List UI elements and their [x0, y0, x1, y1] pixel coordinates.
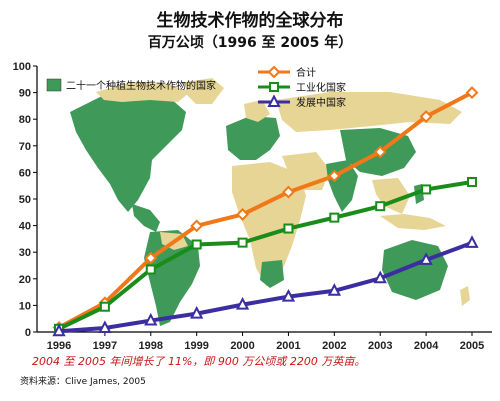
data-point [235, 296, 250, 310]
data-point [373, 145, 387, 159]
series-2 [54, 176, 477, 334]
source-text: 资料来源：Clive James, 2005 [20, 375, 146, 387]
map-new-zealand [460, 286, 470, 306]
data-point [283, 223, 294, 234]
map-legend-label: 二十一个种植生物技术作物的国家 [66, 79, 216, 92]
annotation-text: 2004 至 2005 年间增长了 11%，即 900 万公顷或 2200 万英… [32, 355, 365, 368]
x-tick-label: 2003 [368, 340, 392, 352]
series-layer [52, 86, 479, 337]
map-indonesia [380, 214, 446, 230]
x-tick-label: 2001 [276, 340, 300, 352]
data-point [191, 239, 202, 250]
data-point [373, 270, 387, 284]
series-line [58, 90, 473, 330]
legend-item: 合计 [258, 65, 316, 79]
x-tick-label: 2002 [322, 340, 346, 352]
y-tick-label: 80 [19, 114, 31, 126]
map-greenland [186, 78, 224, 104]
x-tick-label: 2004 [414, 340, 439, 352]
map-central-america [132, 204, 160, 232]
data-point [144, 312, 158, 326]
x-tick-label: 1996 [47, 340, 71, 352]
map-scandinavia [244, 100, 270, 122]
data-point [421, 184, 432, 195]
y-tick-label: 40 [19, 221, 31, 233]
map-australia [382, 240, 448, 300]
map-south-africa [260, 260, 284, 288]
data-point [329, 212, 340, 223]
x-tick-label: 1998 [139, 340, 163, 352]
series-3 [52, 235, 479, 337]
data-point [465, 86, 479, 100]
legend-label: 工业化国家 [296, 81, 346, 94]
data-point [419, 252, 433, 265]
x-tick-label: 2005 [460, 340, 484, 352]
world-map [37, 66, 492, 332]
y-tick-label: 30 [19, 247, 31, 259]
data-point [98, 320, 112, 334]
y-tick-label: 10 [19, 300, 31, 312]
y-tick-label: 100 [13, 61, 31, 73]
y-tick-label: 50 [19, 194, 31, 206]
data-point [236, 208, 249, 221]
data-point [375, 201, 386, 212]
legend-label: 发展中国家 [296, 96, 346, 109]
x-tick-label: 1997 [93, 340, 117, 352]
chart-subtitle: 百万公顷（1996 至 2005 年） [148, 34, 353, 51]
map-russia [276, 92, 462, 132]
map-southeast-asia [372, 178, 410, 214]
map-europe [226, 116, 280, 160]
legend-marker [269, 82, 279, 92]
legend-label: 合计 [296, 66, 316, 79]
legend-item: 发展中国家 [258, 94, 346, 109]
y-tick-label: 70 [19, 141, 31, 153]
data-point [467, 176, 477, 187]
map-north-america [70, 92, 186, 212]
data-point [282, 185, 295, 199]
map-legend-swatch [46, 78, 62, 92]
data-point [465, 235, 479, 248]
data-point [237, 237, 248, 248]
data-point [419, 110, 433, 123]
chart-title: 生物技术作物的全球分布 [157, 10, 344, 31]
data-point [145, 264, 156, 275]
legend-item: 工业化国家 [258, 81, 346, 94]
y-tick-label: 90 [19, 88, 31, 100]
series-line [58, 180, 473, 331]
data-point [52, 323, 66, 337]
x-tick-label: 2000 [230, 340, 254, 352]
x-tick-label: 1999 [184, 340, 208, 352]
data-point [327, 283, 341, 296]
data-point [190, 219, 204, 233]
data-point [144, 251, 158, 265]
y-tick-label: 60 [19, 167, 31, 179]
data-point [327, 169, 341, 183]
data-point [99, 301, 110, 312]
legend-marker [267, 65, 281, 79]
data-point [190, 305, 204, 319]
map-canada [96, 82, 190, 102]
axes: 0 10 20 30 40 50 60 70 80 90 100 1996 1997 1998 1999 20… [13, 61, 492, 352]
y-tick-label: 0 [25, 327, 31, 339]
legend-marker [267, 94, 281, 107]
data-point [281, 288, 296, 302]
series-line [58, 241, 473, 334]
y-tick-label: 20 [19, 274, 31, 286]
